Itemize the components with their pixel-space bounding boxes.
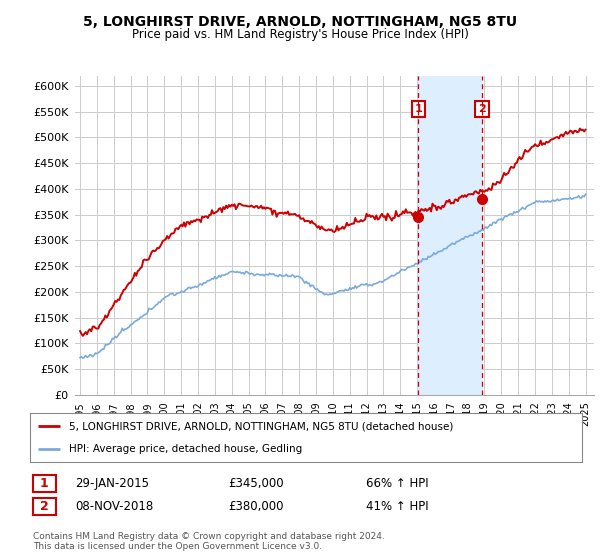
Text: 2: 2: [40, 500, 49, 514]
Text: 29-JAN-2015: 29-JAN-2015: [75, 477, 149, 490]
Text: 1: 1: [415, 104, 422, 114]
Bar: [418, 76, 482, 395]
Text: 2: 2: [478, 104, 486, 114]
Text: 66% ↑ HPI: 66% ↑ HPI: [366, 477, 428, 490]
Text: Price paid vs. HM Land Registry's House Price Index (HPI): Price paid vs. HM Land Registry's House …: [131, 28, 469, 41]
Text: 08-NOV-2018: 08-NOV-2018: [75, 500, 153, 514]
Text: 1: 1: [40, 477, 49, 490]
Text: HPI: Average price, detached house, Gedling: HPI: Average price, detached house, Gedl…: [68, 444, 302, 454]
Text: 41% ↑ HPI: 41% ↑ HPI: [366, 500, 428, 514]
Text: £345,000: £345,000: [228, 477, 284, 490]
Text: Contains HM Land Registry data © Crown copyright and database right 2024.
This d: Contains HM Land Registry data © Crown c…: [33, 532, 385, 552]
Text: £380,000: £380,000: [228, 500, 284, 514]
Text: 5, LONGHIRST DRIVE, ARNOLD, NOTTINGHAM, NG5 8TU (detached house): 5, LONGHIRST DRIVE, ARNOLD, NOTTINGHAM, …: [68, 421, 453, 431]
Text: 5, LONGHIRST DRIVE, ARNOLD, NOTTINGHAM, NG5 8TU: 5, LONGHIRST DRIVE, ARNOLD, NOTTINGHAM, …: [83, 15, 517, 29]
